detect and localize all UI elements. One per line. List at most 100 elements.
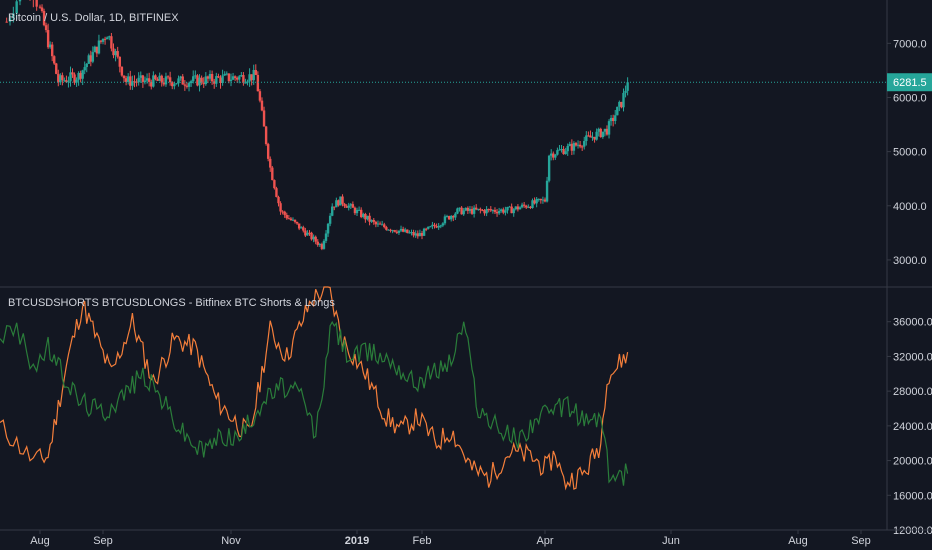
- candle-body: [437, 225, 440, 228]
- candle-body: [61, 75, 64, 81]
- candle: [297, 223, 301, 231]
- candle: [114, 48, 117, 62]
- candle: [408, 230, 411, 234]
- candle: [177, 75, 180, 87]
- candle: [393, 229, 396, 233]
- candle-body: [393, 230, 396, 232]
- candle-body: [67, 81, 70, 83]
- candle-body: [79, 72, 82, 79]
- candle-body: [5, 21, 8, 23]
- last-price-badge-label: 6281.5: [893, 77, 927, 89]
- candle: [508, 205, 511, 208]
- candle-body: [83, 67, 86, 71]
- candle-body: [177, 78, 180, 84]
- candle: [308, 230, 311, 236]
- candle-body: [258, 91, 262, 101]
- candle-body: [514, 206, 518, 210]
- candle-body: [502, 209, 505, 213]
- candle: [83, 61, 86, 75]
- candle: [316, 239, 319, 247]
- candle: [137, 72, 140, 86]
- candle-body: [260, 100, 264, 111]
- candle-body: [42, 11, 46, 26]
- candle-body: [141, 75, 145, 82]
- candle-body: [291, 219, 295, 221]
- candle-body: [194, 75, 197, 77]
- candle-body: [399, 228, 403, 231]
- candle-body: [607, 121, 611, 135]
- candle-body: [333, 206, 336, 208]
- candle-body: [289, 218, 293, 221]
- price-scale[interactable]: 7000.0 6000.0 5000.0 4000.0 3000.0: [887, 38, 927, 267]
- indicator-scale[interactable]: 36000.0 32000.0 28000.0 24000.0 20000.0 16000…: [887, 317, 932, 537]
- candle-body: [235, 77, 239, 80]
- candle-body: [452, 215, 455, 218]
- price-pane[interactable]: Bitcoin / U.S. Dollar, 1D, BITFINEX: [0, 0, 887, 251]
- candle-body: [416, 233, 420, 237]
- candle: [422, 227, 426, 237]
- candle: [462, 208, 465, 216]
- time-scale[interactable]: Aug Sep Nov 2019 Feb Apr Jun Aug Sep: [30, 530, 871, 547]
- candle-body: [287, 218, 291, 220]
- candle: [112, 43, 115, 59]
- candle-body: [359, 209, 363, 218]
- indicator-tick-label: 24000.0: [893, 421, 932, 433]
- candle: [196, 74, 199, 87]
- candle: [87, 53, 90, 64]
- candle-body: [493, 209, 497, 212]
- candle-body: [495, 211, 499, 214]
- candle: [50, 41, 54, 62]
- candle-body: [489, 209, 492, 211]
- candle-body: [439, 225, 442, 227]
- candle: [143, 76, 147, 85]
- candle-body: [401, 228, 405, 232]
- candle: [158, 72, 161, 82]
- candle-body: [341, 196, 344, 204]
- candle-body: [147, 78, 151, 82]
- candle-body: [168, 77, 172, 83]
- candle-body: [525, 205, 528, 208]
- candle-body: [57, 73, 60, 83]
- candle: [271, 166, 274, 181]
- candle: [322, 239, 326, 250]
- candle: [289, 216, 293, 221]
- candle: [347, 202, 350, 211]
- candle: [445, 214, 449, 218]
- candle: [543, 197, 547, 203]
- candle: [570, 139, 574, 156]
- candle-body: [318, 244, 322, 246]
- indicator-tick-label: 16000.0: [893, 490, 932, 502]
- indicator-pane[interactable]: BTCUSDSHORTS BTCUSDLONGS - Bitfinex BTC …: [0, 286, 629, 491]
- candle: [285, 212, 288, 220]
- candle-body: [215, 76, 218, 84]
- candle-body: [427, 226, 430, 229]
- candle: [541, 196, 545, 204]
- candle-body: [447, 216, 451, 220]
- candle: [603, 128, 607, 137]
- indicator-pane-title: BTCUSDSHORTS BTCUSDLONGS - Bitfinex BTC …: [8, 297, 335, 309]
- candle: [67, 76, 70, 88]
- candle: [378, 221, 382, 225]
- candle-body: [618, 101, 621, 107]
- candle: [221, 69, 224, 86]
- candle-body: [556, 150, 559, 155]
- candle-body: [213, 81, 216, 84]
- candle: [525, 204, 528, 209]
- candle-body: [112, 48, 115, 56]
- candle: [242, 72, 245, 86]
- candle: [156, 77, 159, 82]
- candle-body: [568, 143, 571, 146]
- candle: [118, 56, 121, 73]
- candle: [15, 0, 18, 20]
- candle: [320, 242, 324, 251]
- series-line-btcusdlongs: [0, 320, 629, 486]
- candle-body: [483, 210, 486, 214]
- candle-body: [533, 200, 536, 204]
- candle-body: [150, 81, 153, 87]
- candle: [368, 212, 371, 226]
- candle: [380, 220, 384, 226]
- candle-body: [110, 36, 113, 49]
- candle: [8, 14, 12, 26]
